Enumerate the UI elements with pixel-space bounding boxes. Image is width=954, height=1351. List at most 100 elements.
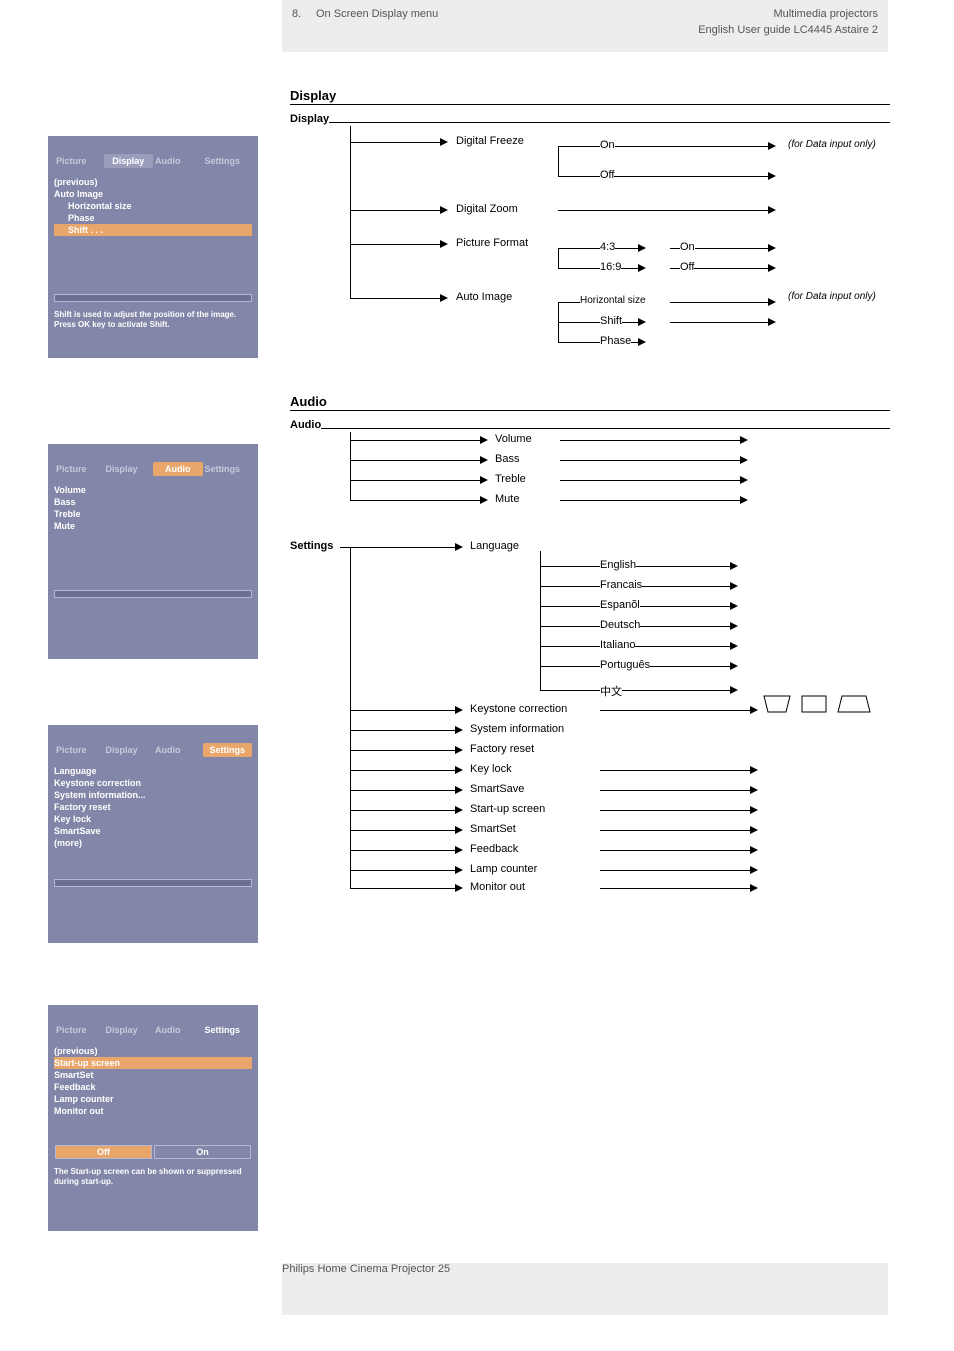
tree-node: Digital Freeze — [456, 135, 524, 147]
tree-leaf: Francais — [600, 579, 642, 591]
tab-audio[interactable]: Audio — [153, 462, 203, 476]
item-selected[interactable]: Shift . . . — [54, 224, 252, 236]
option-on[interactable]: On — [154, 1145, 251, 1159]
tree-h — [558, 248, 638, 249]
tree-h — [350, 210, 440, 211]
tree-v — [350, 548, 351, 888]
tree-leaf: Off — [680, 261, 694, 273]
tree-h — [600, 710, 750, 711]
item[interactable]: Treble — [54, 508, 252, 520]
option-off[interactable]: Off — [55, 1145, 152, 1159]
tree-v — [350, 126, 351, 298]
tree-node: Start-up screen — [470, 803, 545, 815]
tree-h — [350, 770, 455, 771]
footer-right: 25 — [438, 1263, 450, 1275]
tree-h — [560, 440, 740, 441]
item[interactable]: Bass — [54, 496, 252, 508]
item[interactable]: Lamp counter — [54, 1093, 252, 1105]
arrow-icon — [440, 294, 448, 302]
tree-leaf: Deutsch — [600, 619, 640, 631]
tree-node: System information — [470, 723, 564, 735]
item[interactable]: Key lock — [54, 813, 252, 825]
tab-settings[interactable]: Settings — [203, 154, 253, 168]
tab-settings[interactable]: Settings — [203, 1023, 253, 1037]
tab-picture[interactable]: Picture — [54, 154, 104, 168]
tree-node: Key lock — [470, 763, 512, 775]
tree-h — [350, 870, 455, 871]
tab-picture[interactable]: Picture — [54, 1023, 104, 1037]
slider-bar[interactable] — [54, 879, 252, 887]
arrow-icon — [768, 172, 776, 180]
tree-leaf: On — [600, 139, 615, 151]
items: Language Keystone correction System info… — [48, 761, 258, 853]
item[interactable]: (more) — [54, 837, 252, 849]
item[interactable]: Monitor out — [54, 1105, 252, 1117]
item[interactable]: (previous) — [54, 1045, 252, 1057]
arrow-icon — [750, 786, 758, 794]
tree-node: Digital Zoom — [456, 203, 518, 215]
header-section-title: On Screen Display menu — [316, 8, 438, 20]
tab-display[interactable]: Display — [104, 462, 154, 476]
tree-h — [350, 142, 440, 143]
tab-audio[interactable]: Audio — [153, 154, 203, 168]
tab-audio[interactable]: Audio — [153, 743, 203, 757]
items: Volume Bass Treble Mute — [48, 480, 258, 536]
tree-h — [558, 268, 638, 269]
arrow-icon — [740, 436, 748, 444]
arrow-icon — [768, 206, 776, 214]
audio-root: Audio — [290, 419, 321, 431]
arrow-icon — [455, 826, 463, 834]
item[interactable]: SmartSet — [54, 1069, 252, 1081]
arrow-icon — [480, 456, 488, 464]
tab-picture[interactable]: Picture — [54, 462, 104, 476]
tree-h — [600, 790, 750, 791]
tree-leaf: Italiano — [600, 639, 635, 651]
item[interactable]: Horizontal size — [54, 200, 252, 212]
item[interactable]: Factory reset — [54, 801, 252, 813]
tabs: Picture Display Audio Settings — [48, 725, 258, 761]
tree-h — [560, 500, 740, 501]
tab-audio[interactable]: Audio — [153, 1023, 203, 1037]
tree-node: Bass — [495, 453, 519, 465]
tree-h — [350, 830, 455, 831]
tree-leaf: English — [600, 559, 636, 571]
tree-h — [350, 850, 455, 851]
tree-h — [350, 710, 455, 711]
item[interactable]: Mute — [54, 520, 252, 532]
tabs: Picture Display Audio Settings — [48, 1005, 258, 1041]
help-text: Shift is used to adjust the position of … — [48, 306, 258, 345]
tree-leaf: 4:3 — [600, 241, 615, 253]
item[interactable]: (previous) — [54, 176, 252, 188]
tree-h — [600, 888, 750, 889]
arrow-icon — [750, 846, 758, 854]
display-heading: Display — [290, 88, 336, 103]
item[interactable]: Feedback — [54, 1081, 252, 1093]
tab-picture[interactable]: Picture — [54, 743, 104, 757]
tree-h — [558, 176, 768, 177]
help-text: The Start-up screen can be shown or supp… — [48, 1163, 258, 1202]
item[interactable]: Language — [54, 765, 252, 777]
item[interactable]: SmartSave — [54, 825, 252, 837]
tab-display[interactable]: Display — [104, 154, 154, 168]
tab-settings[interactable]: Settings — [203, 462, 253, 476]
options-row: Off On — [54, 1145, 252, 1159]
tree-h — [560, 480, 740, 481]
item[interactable]: Volume — [54, 484, 252, 496]
tab-settings[interactable]: Settings — [203, 743, 253, 757]
arrow-icon — [638, 264, 646, 272]
arrow-icon — [638, 338, 646, 346]
slider-bar[interactable] — [54, 590, 252, 598]
item[interactable]: Keystone correction — [54, 777, 252, 789]
item[interactable]: Phase — [54, 212, 252, 224]
slider-bar[interactable] — [54, 294, 252, 302]
arrow-icon — [768, 298, 776, 306]
tree-v — [350, 432, 351, 500]
tree-h — [558, 322, 638, 323]
item-selected[interactable]: Start-up screen — [54, 1057, 252, 1069]
tab-display[interactable]: Display — [104, 1023, 154, 1037]
item[interactable]: System information... — [54, 789, 252, 801]
arrow-icon — [455, 884, 463, 892]
tab-display[interactable]: Display — [104, 743, 154, 757]
item[interactable]: Auto Image — [54, 188, 252, 200]
arrow-icon — [750, 766, 758, 774]
